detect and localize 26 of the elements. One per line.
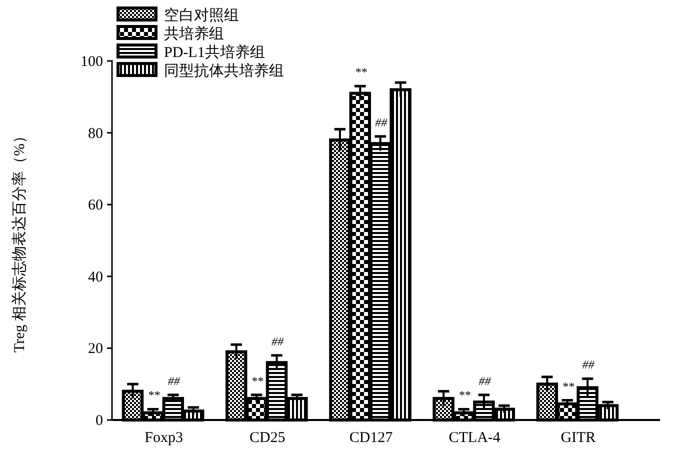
annotation: ** bbox=[562, 379, 574, 394]
annotation: ## bbox=[168, 374, 180, 388]
x-tick-label: CD25 bbox=[249, 430, 286, 446]
x-tick-label: Foxp3 bbox=[144, 430, 183, 446]
y-tick-label: 40 bbox=[88, 269, 103, 286]
x-tick-label: GITR bbox=[560, 430, 596, 446]
x-tick-label: CTLA-4 bbox=[448, 430, 501, 446]
x-tick-label: CD127 bbox=[349, 430, 394, 446]
y-tick-label: 80 bbox=[88, 126, 103, 142]
legend-label: PD-L1共培养组 bbox=[164, 44, 265, 61]
annotation: ** bbox=[458, 388, 470, 402]
y-tick-label: 0 bbox=[96, 413, 103, 429]
y-axis-title: Treg 相关标志物表达百分率（%） bbox=[11, 128, 28, 353]
annotation: ** bbox=[148, 388, 160, 402]
y-tick-label: 60 bbox=[88, 198, 103, 214]
y-tick-label: 100 bbox=[80, 54, 103, 70]
annotation: ** bbox=[251, 374, 264, 388]
y-tick-label: 20 bbox=[88, 341, 103, 358]
annotation: ## bbox=[478, 374, 491, 388]
legend-label: 空白对照组 bbox=[164, 7, 239, 24]
legend-label: 共培养组 bbox=[164, 26, 224, 42]
annotation: ** bbox=[354, 65, 367, 80]
annotation: ## bbox=[272, 334, 284, 348]
legend-label: 同型抗体共培养组 bbox=[164, 62, 284, 80]
annotation: ## bbox=[582, 358, 594, 372]
annotation: ## bbox=[375, 115, 388, 130]
